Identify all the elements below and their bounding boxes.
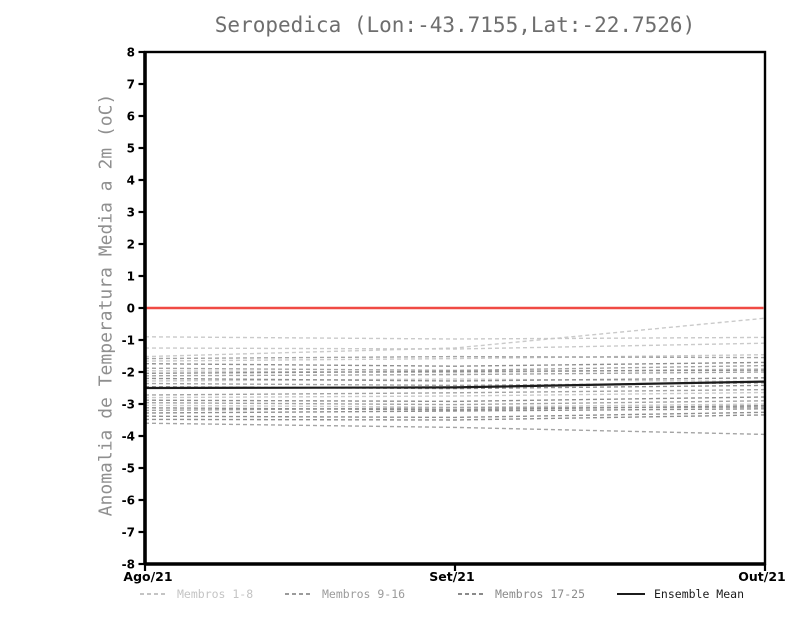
member-line-group3-9: [144, 414, 766, 421]
member-line-group3-1: [144, 361, 766, 367]
x-tick-label: Set/21: [429, 569, 474, 584]
member-line-group1-5: [144, 368, 766, 374]
member-line-group3-6: [144, 404, 766, 411]
y-tick-label: 2: [127, 238, 135, 252]
legend-dashed-line-sample: [140, 593, 168, 595]
member-line-group3-7: [144, 408, 766, 414]
member-line-group2-6: [144, 400, 766, 406]
member-line-group1-3: [144, 317, 766, 358]
member-line-group2-8: [144, 422, 766, 436]
y-tick-label: 5: [127, 142, 135, 156]
y-tick-label: -4: [122, 430, 135, 444]
legend-label: Membros 1-8: [177, 587, 254, 601]
member-line-group1-1: [144, 336, 766, 340]
legend-entry: Ensemble Mean: [617, 587, 744, 601]
y-tick-label: 8: [127, 46, 135, 60]
member-line-group2-3: [144, 371, 766, 377]
legend-entry: Membros 17-25: [458, 587, 585, 601]
y-tick-label: 4: [127, 174, 135, 188]
member-line-group3-3: [144, 377, 766, 382]
y-tick-label: 3: [127, 206, 135, 220]
y-tick-label: -6: [122, 494, 135, 508]
member-line-group3-4: [144, 384, 766, 390]
x-tick-label: Out/21: [738, 569, 785, 584]
y-tick-label: 0: [127, 302, 135, 316]
x-tick-label: Ago/21: [123, 569, 172, 584]
legend-label: Membros 17-25: [495, 587, 586, 601]
y-tick-label: 1: [127, 270, 135, 284]
legend-solid-line-sample: [617, 593, 645, 595]
legend-dashed-line-sample: [285, 593, 313, 595]
y-tick-label: 6: [127, 110, 135, 124]
legend-entry: Membros 1-8: [140, 587, 253, 601]
member-line-group2-4: [144, 382, 766, 387]
member-line-group3-2: [144, 369, 766, 374]
legend-dashed-line-sample: [458, 593, 486, 595]
y-tick-label: -5: [122, 462, 135, 476]
member-line-group2-2: [144, 364, 766, 372]
legend-entry: Membros 9-16: [285, 587, 405, 601]
member-line-group1-6: [144, 378, 766, 383]
y-tick-label: -8: [122, 558, 135, 572]
member-line-group2-5: [144, 388, 766, 396]
y-tick-label: 7: [127, 78, 135, 92]
legend: Membros 1-8 Membros 9-16 Membros 17-25 Ense…: [0, 587, 800, 609]
y-tick-label: -2: [122, 366, 135, 380]
member-line-group3-5: [144, 396, 766, 403]
y-tick-label: -1: [122, 334, 135, 348]
ensemble-mean-line: [144, 380, 766, 390]
legend-label: Membros 9-16: [322, 587, 406, 601]
member-line-group1-4: [144, 354, 766, 362]
member-line-group2-1: [144, 355, 766, 360]
legend-label: Ensemble Mean: [654, 587, 745, 601]
y-tick-label: -3: [122, 398, 135, 412]
member-line-group2-7: [144, 406, 766, 412]
y-tick-label: -7: [122, 526, 135, 540]
member-line-group3-8: [144, 411, 766, 419]
chart-title: Seropedica (Lon:-43.7155,Lat:-22.7526): [214, 13, 696, 37]
member-line-group1-7: [144, 391, 766, 399]
member-line-group1-2: [144, 342, 766, 350]
